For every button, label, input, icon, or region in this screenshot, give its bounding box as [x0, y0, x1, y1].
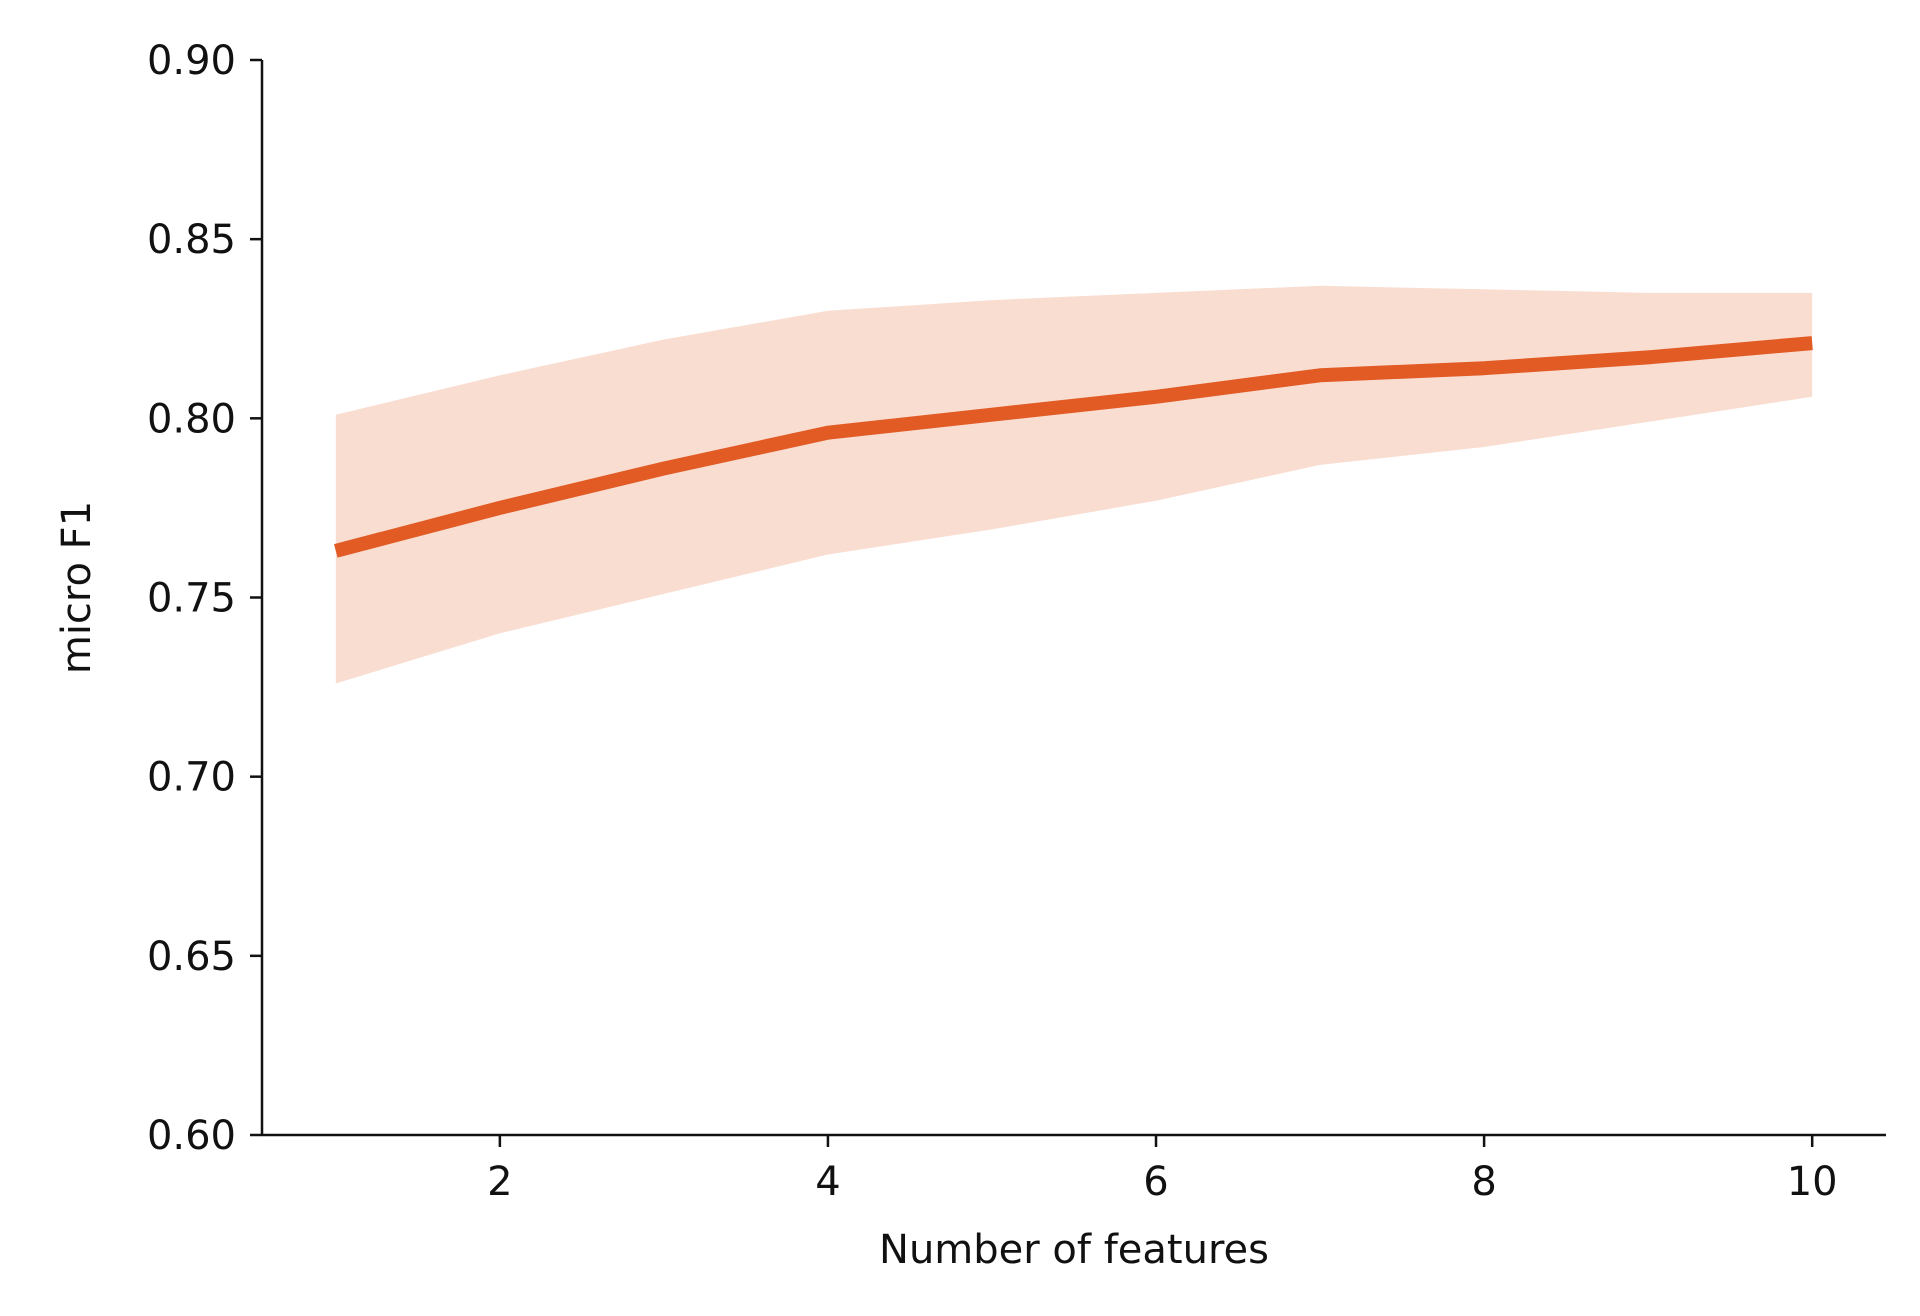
x-axis-label: Number of features: [879, 1227, 1269, 1273]
y-tick-label: 0.85: [147, 217, 236, 263]
y-tick-label: 0.80: [147, 396, 236, 442]
y-axis-label: micro F1: [54, 501, 100, 674]
y-tick-label: 0.65: [147, 934, 236, 980]
x-tick-label: 4: [815, 1159, 840, 1205]
x-tick-label: 6: [1143, 1159, 1168, 1205]
y-tick-label: 0.90: [147, 38, 236, 84]
x-tick-label: 2: [487, 1159, 512, 1205]
y-tick-label: 0.70: [147, 755, 236, 801]
y-tick-label: 0.60: [147, 1113, 236, 1159]
confidence-band: [336, 286, 1812, 684]
x-tick-label: 8: [1471, 1159, 1496, 1205]
confidence-band-layer: [336, 286, 1812, 684]
y-tick-label: 0.75: [147, 576, 236, 622]
x-tick-label: 10: [1787, 1159, 1838, 1205]
